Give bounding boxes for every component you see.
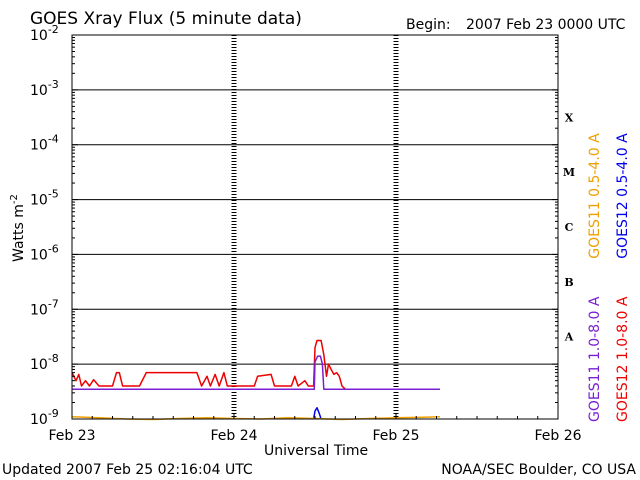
x-axis-label: Universal Time	[264, 443, 368, 459]
y-tick-label-1e-2: 10-2	[30, 23, 59, 44]
y-axis-label: Watts m-2	[9, 194, 27, 262]
legend-column: GOES12 1.0-8.0 A GOES12 0.5-4.0 A	[615, 133, 631, 422]
series-goes11-1-0-8-0-a	[72, 355, 440, 390]
y-tick-label-1e-9: 10-9	[30, 407, 59, 428]
day-separator-ticks	[231, 35, 399, 419]
y-tick-label-1e-7: 10-7	[30, 297, 59, 318]
y-axis-label-base: Watts m	[11, 204, 27, 262]
y-tick-label-1e-6: 10-6	[30, 242, 59, 263]
y-tick-label-1e-3: 10-3	[30, 78, 59, 99]
begin-label: Begin:	[406, 17, 451, 33]
y-tick-exponent: -7	[48, 297, 59, 310]
chart-title: GOES Xray Flux (5 minute data)	[30, 9, 302, 29]
y-tick-label-1e-4: 10-4	[30, 133, 59, 154]
x-tick-label-feb-25: Feb 25	[372, 428, 419, 444]
legend: GOES11 1.0-8.0 A GOES11 0.5-4.0 A GOES12 1…	[587, 133, 631, 422]
updated-timestamp: Updated 2007 Feb 25 02:16:04 UTC	[2, 462, 253, 478]
flare-class-b: B	[564, 276, 573, 289]
y-tick-base: 10	[30, 412, 48, 428]
series-lines	[71, 339, 440, 421]
y-axis-label-exponent: -2	[9, 194, 20, 204]
legend-entry-goes12-0-5-4-0-a: GOES12 0.5-4.0 A	[615, 133, 631, 259]
y-tick-base: 10	[30, 193, 48, 209]
flare-class-c: C	[565, 221, 574, 234]
legend-entry-goes12-1-0-8-0-a: GOES12 1.0-8.0 A	[615, 296, 631, 422]
flare-class-a: A	[564, 331, 574, 344]
grid-lines	[72, 89, 558, 365]
y-tick-exponent: -5	[48, 188, 59, 201]
y-tick-exponent: -9	[48, 407, 59, 420]
x-axis-ticks: Feb 23 Feb 24 Feb 25 Feb 26	[48, 413, 582, 444]
y-tick-exponent: -8	[48, 352, 59, 365]
legend-entry-goes11-1-0-8-0-a: GOES11 1.0-8.0 A	[587, 296, 603, 422]
x-tick-label-feb-23: Feb 23	[48, 428, 95, 444]
y-tick-exponent: -6	[48, 242, 59, 255]
y-axis-ticks: 10-210-310-410-510-610-710-810-9	[30, 23, 558, 428]
y-tick-exponent: -3	[48, 78, 59, 91]
flare-class-labels: X M C B A	[563, 111, 575, 343]
y-tick-base: 10	[30, 357, 48, 373]
y-tick-exponent: -2	[48, 23, 59, 36]
series-goes12-1-0-8-0-a	[71, 339, 440, 390]
y-tick-label-1e-8: 10-8	[30, 352, 59, 373]
y-tick-base: 10	[30, 83, 48, 99]
y-tick-base: 10	[30, 28, 48, 44]
flare-class-m: M	[563, 166, 575, 179]
series-goes12-0-5-4-0-a	[312, 407, 322, 420]
legend-entry-goes11-0-5-4-0-a: GOES11 0.5-4.0 A	[587, 133, 603, 259]
y-tick-label-1e-5: 10-5	[30, 188, 59, 209]
begin-value: 2007 Feb 23 0000 UTC	[466, 17, 626, 33]
y-tick-base: 10	[30, 302, 48, 318]
y-tick-base: 10	[30, 138, 48, 154]
flare-class-x: X	[565, 111, 574, 124]
credit-text: NOAA/SEC Boulder, CO USA	[441, 462, 636, 478]
y-tick-base: 10	[30, 247, 48, 263]
legend-column: GOES11 1.0-8.0 A GOES11 0.5-4.0 A	[587, 133, 603, 422]
x-tick-label-feb-26: Feb 26	[534, 428, 581, 444]
x-tick-label-feb-24: Feb 24	[210, 428, 257, 444]
y-tick-exponent: -4	[48, 133, 59, 146]
